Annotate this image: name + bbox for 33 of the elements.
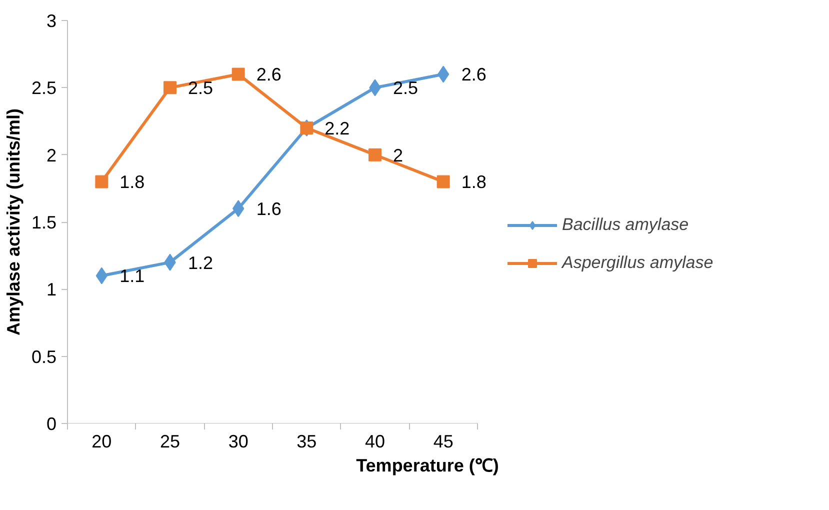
point xyxy=(232,68,245,81)
point xyxy=(368,148,382,162)
legend-label: Aspergillus amylase xyxy=(562,253,714,273)
data-label: 2.5 xyxy=(188,78,214,98)
data-label: 1.6 xyxy=(256,199,282,220)
y-axis-title: Amylase activity (units/ml) xyxy=(3,108,24,336)
data-label: 2.6 xyxy=(461,64,486,85)
point xyxy=(95,175,108,188)
data-label: 1.1 xyxy=(120,266,145,286)
x-tick-label: 20 xyxy=(92,432,112,452)
data-label: 2.6 xyxy=(256,64,282,85)
data-label: 2 xyxy=(393,145,404,166)
y-tick-label: 0 xyxy=(46,414,57,434)
point xyxy=(164,81,176,94)
y-tick-label: 1.5 xyxy=(31,212,57,232)
data-label: 1.8 xyxy=(461,172,486,192)
x-tick-label: 45 xyxy=(433,432,454,452)
y-tick-label: 0.5 xyxy=(31,346,57,367)
legend-label: Bacillus amylase xyxy=(562,215,689,235)
x-tick-label: 25 xyxy=(160,432,180,452)
x-axis-title: Temperature (℃) xyxy=(356,456,499,476)
y-tick-label: 3 xyxy=(46,11,57,31)
x-tick-label: 30 xyxy=(228,432,248,452)
y-tick-label: 2 xyxy=(46,145,57,166)
x-tick-label: 35 xyxy=(296,432,317,452)
data-label: 1.8 xyxy=(120,172,145,192)
y-tick-label: 2.5 xyxy=(31,78,57,98)
data-label: 2.2 xyxy=(324,118,350,138)
data-label: 1.2 xyxy=(188,252,214,273)
data-label: 2.5 xyxy=(393,78,418,98)
point xyxy=(436,175,450,188)
y-tick-label: 1 xyxy=(46,280,57,300)
x-tick-label: 40 xyxy=(364,432,386,452)
